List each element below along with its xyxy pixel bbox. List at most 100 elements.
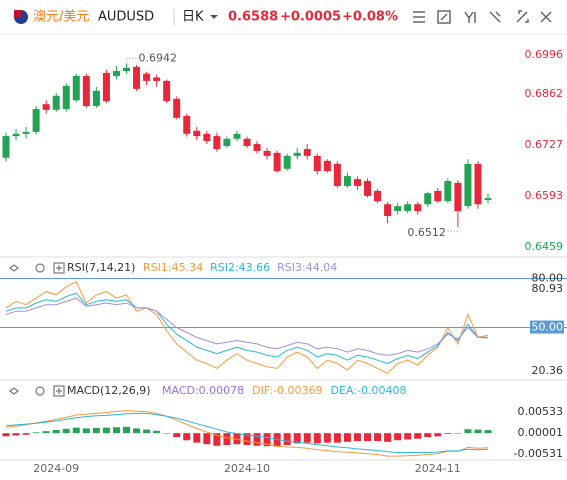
histogram-bar <box>2 433 10 437</box>
candle-body <box>32 109 40 132</box>
y-tick-label: 0.6459 <box>525 240 564 253</box>
candle-body <box>343 176 351 186</box>
tool-icon[interactable] <box>437 10 451 24</box>
candle-body <box>464 163 472 207</box>
plus-icon[interactable] <box>56 265 62 271</box>
candle-body <box>303 149 311 156</box>
y-tick-label: 0.6996 <box>525 48 564 61</box>
candle-body <box>283 155 291 169</box>
flag-icon <box>14 10 21 17</box>
histogram-bar <box>364 433 371 442</box>
candle-body <box>102 72 110 102</box>
histogram-bar <box>102 427 110 434</box>
histogram-bar <box>353 433 361 442</box>
y-tick-label: -0.00531 <box>514 447 563 460</box>
x-tick-label: 2024-11 <box>415 462 461 475</box>
label-box <box>530 320 564 334</box>
eye-icon[interactable] <box>9 264 19 272</box>
plus-icon[interactable] <box>56 388 62 394</box>
candle-body <box>384 204 392 217</box>
y-tick-label: 0.6727 <box>525 138 564 151</box>
y-tick-label: 0.00533 <box>518 405 564 418</box>
high-annotation: 0.6942 <box>139 51 178 64</box>
candle-body <box>123 67 130 72</box>
symbol: AUDUSD <box>98 10 154 25</box>
histogram-bar <box>404 433 412 440</box>
histogram-bar <box>454 433 462 434</box>
candle-body <box>444 181 452 202</box>
eye-icon[interactable] <box>9 387 19 395</box>
candle-body <box>173 98 181 118</box>
candle-body <box>484 198 492 201</box>
plus-icon[interactable] <box>53 385 65 397</box>
histogram-bar <box>293 433 301 444</box>
close-icon[interactable] <box>540 11 552 23</box>
tool-icon[interactable] <box>464 11 476 23</box>
histogram-bar <box>12 433 20 436</box>
candle-body <box>263 150 271 156</box>
histogram-bar <box>484 430 492 434</box>
histogram-bar <box>52 430 60 434</box>
change-pct: +0.08% <box>342 10 398 25</box>
histogram-bar <box>263 433 271 447</box>
macd-title: MACD(12,26,9) <box>67 384 151 397</box>
histogram-bar <box>394 433 402 441</box>
histogram-bar <box>384 433 392 442</box>
tool-icon[interactable] <box>516 10 529 23</box>
low-annotation: 0.6512 <box>407 226 446 239</box>
candle-body <box>112 71 120 76</box>
histogram-bar <box>22 433 30 435</box>
tool-icon[interactable] <box>489 11 501 23</box>
histogram-bar <box>62 428 70 434</box>
reference-label: 50.00 <box>532 321 564 334</box>
candle-body <box>293 152 301 156</box>
y-tick-label: 0.6593 <box>525 189 564 202</box>
candle-body <box>434 190 442 202</box>
histogram-bar <box>464 429 472 434</box>
x-tick-label: 2024-09 <box>33 462 79 475</box>
histogram-bar <box>153 430 161 434</box>
candle-body <box>364 181 371 196</box>
histogram-bar <box>343 433 351 442</box>
period-select[interactable]: 日K <box>182 10 204 25</box>
candle-body <box>474 163 482 205</box>
histogram-bar <box>444 433 452 434</box>
indicator-line <box>5 292 489 365</box>
candle-body <box>183 115 191 134</box>
histogram-bar <box>163 433 171 434</box>
dropdown-arrow[interactable] <box>210 15 218 19</box>
plus-icon[interactable] <box>53 262 65 274</box>
candle-body <box>424 193 432 205</box>
pair-name[interactable]: 澳元/美元 <box>33 9 89 25</box>
candle-body <box>374 190 382 202</box>
candle-body <box>353 179 361 186</box>
candle-body <box>133 66 141 89</box>
histogram-bar <box>424 433 432 438</box>
price: 0.6588 <box>228 10 278 25</box>
candle-body <box>163 80 171 102</box>
candle-body <box>42 104 50 110</box>
tool-icon[interactable] <box>413 11 425 23</box>
candle-body <box>52 95 60 110</box>
histogram-bar <box>303 433 311 443</box>
candle-body <box>394 206 402 212</box>
histogram-bar <box>143 429 151 434</box>
gear-icon[interactable] <box>35 263 45 273</box>
histogram-bar <box>173 433 181 438</box>
candle-body <box>404 204 412 212</box>
histogram-bar <box>193 433 201 443</box>
histogram-bar <box>243 433 251 445</box>
indicator-line <box>5 410 489 457</box>
indicator-line <box>5 412 489 453</box>
candle-body <box>233 133 241 139</box>
gear-icon[interactable] <box>35 386 45 396</box>
candle-body <box>82 75 90 107</box>
histogram-bar <box>92 428 100 434</box>
candle-body <box>223 138 231 146</box>
y-tick-label: 0.6862 <box>525 87 564 100</box>
candle-body <box>22 131 30 134</box>
legend-entry: RSI2:43.66 <box>210 261 270 274</box>
candle-body <box>143 73 151 81</box>
candle-body <box>213 136 221 150</box>
